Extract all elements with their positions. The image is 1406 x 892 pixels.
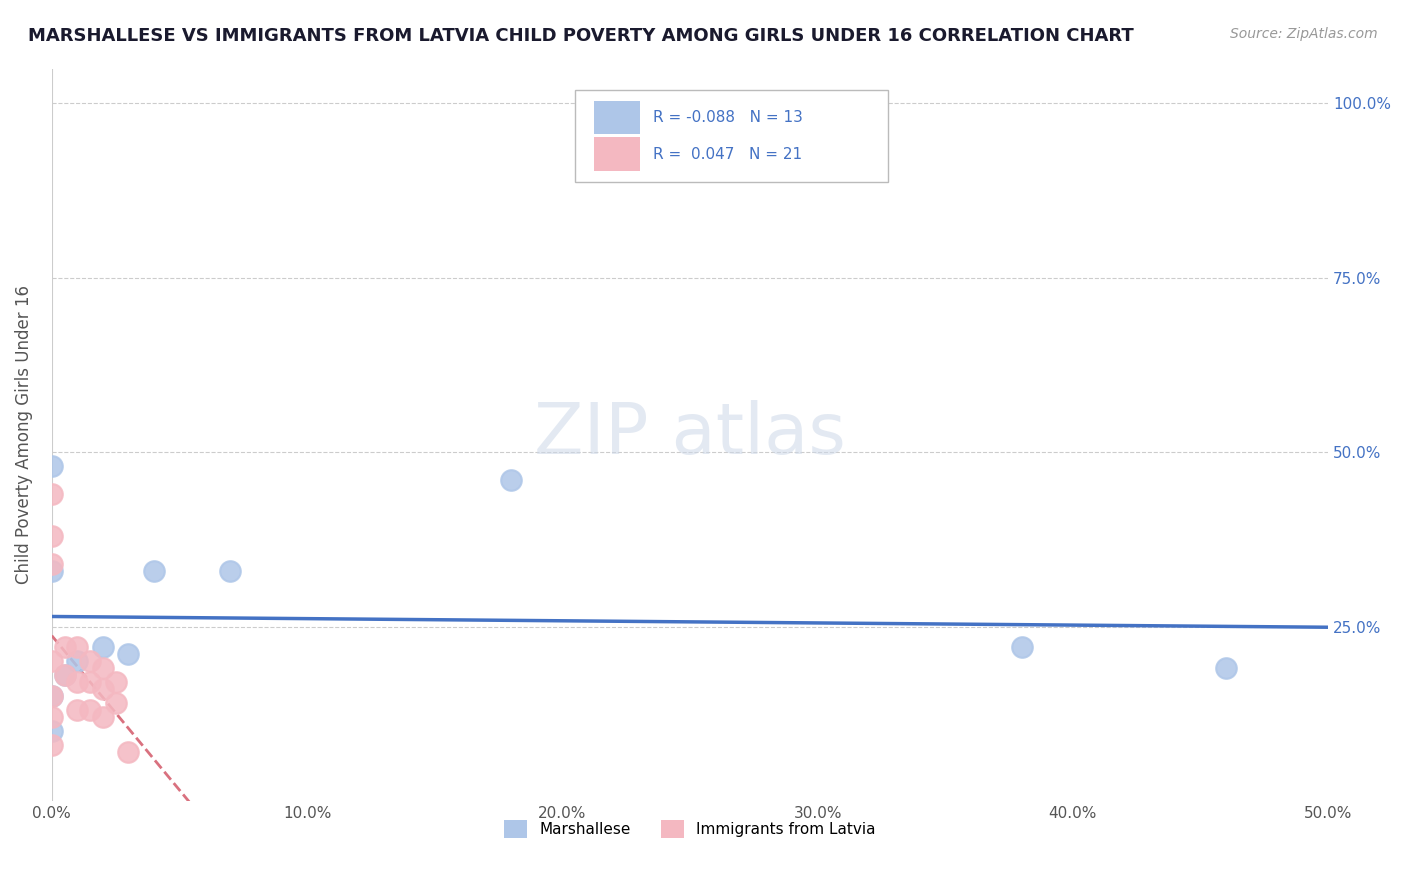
FancyBboxPatch shape: [575, 90, 887, 182]
Point: [1215, 661, 1237, 675]
Text: MARSHALLESE VS IMMIGRANTS FROM LATVIA CHILD POVERTY AMONG GIRLS UNDER 16 CORRELA: MARSHALLESE VS IMMIGRANTS FROM LATVIA CH…: [28, 27, 1133, 45]
Point: [79, 703, 101, 717]
Point: [41, 690, 63, 704]
Point: [1011, 640, 1033, 655]
Point: [91, 661, 114, 675]
Point: [41, 529, 63, 543]
Point: [41, 738, 63, 752]
Point: [91, 640, 114, 655]
FancyBboxPatch shape: [595, 137, 640, 171]
Y-axis label: Child Poverty Among Girls Under 16: Child Poverty Among Girls Under 16: [15, 285, 32, 584]
Point: [41, 710, 63, 724]
Text: R = -0.088   N = 13: R = -0.088 N = 13: [652, 110, 803, 125]
Text: ZIP atlas: ZIP atlas: [534, 401, 846, 469]
Legend: Marshallese, Immigrants from Latvia: Marshallese, Immigrants from Latvia: [498, 814, 882, 845]
Point: [104, 675, 127, 690]
Point: [41, 724, 63, 739]
FancyBboxPatch shape: [595, 101, 640, 135]
Text: Source: ZipAtlas.com: Source: ZipAtlas.com: [1230, 27, 1378, 41]
Point: [53, 640, 76, 655]
Point: [41, 487, 63, 501]
Point: [91, 710, 114, 724]
Point: [66, 675, 89, 690]
Point: [501, 473, 523, 487]
Point: [219, 564, 242, 578]
Point: [104, 696, 127, 710]
Point: [53, 668, 76, 682]
Point: [117, 648, 139, 662]
Point: [91, 682, 114, 697]
Point: [66, 640, 89, 655]
Point: [41, 459, 63, 474]
Point: [41, 654, 63, 668]
Point: [79, 654, 101, 668]
Point: [53, 668, 76, 682]
Point: [41, 690, 63, 704]
Point: [41, 564, 63, 578]
Point: [66, 654, 89, 668]
Text: R =  0.047   N = 21: R = 0.047 N = 21: [652, 146, 801, 161]
Point: [142, 564, 165, 578]
Point: [79, 675, 101, 690]
Point: [41, 557, 63, 571]
Point: [66, 703, 89, 717]
Point: [117, 745, 139, 759]
